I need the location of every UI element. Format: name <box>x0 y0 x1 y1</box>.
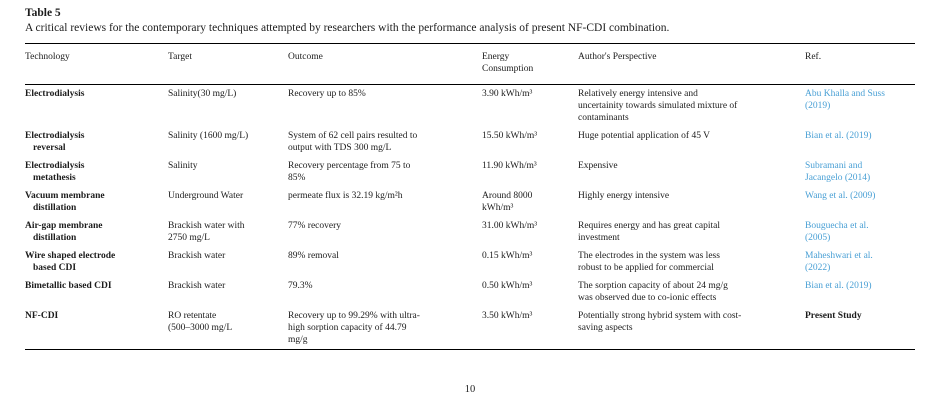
energy-cell: 0.50 kWh/m³ <box>482 281 533 291</box>
col-header-outcome: Outcome <box>288 43 482 85</box>
energy-cell: 31.00 kWh/m³ <box>482 221 538 231</box>
col-header-technology: Technology <box>25 43 168 85</box>
perspective-cell: Huge potential application of 45 V <box>578 131 711 141</box>
citation-link[interactable]: Subramani and Jacangelo (2014) <box>805 161 871 183</box>
outcome-cell: 89% removal <box>288 251 339 261</box>
outcome-cell: permeate flux is 32.19 kg/m²h <box>288 191 403 201</box>
outcome-cell: Recovery percentage from 75 to 85% <box>288 161 411 183</box>
target-cell: RO retentate (500–3000 mg/L <box>168 311 233 333</box>
col-header-target: Target <box>168 43 288 85</box>
target-cell: Salinity (1600 mg/L) <box>168 131 249 141</box>
col-header-authors-perspective: Author's Perspective <box>578 43 805 85</box>
comparison-table: Technology Target Outcome Energy Consump… <box>25 43 915 350</box>
energy-cell: 0.15 kWh/m³ <box>482 251 533 261</box>
perspective-cell: Expensive <box>578 161 618 171</box>
table-row: Electrodialysis metathesis Salinity Reco… <box>25 157 915 187</box>
citation-link[interactable]: Maheshwari et al. (2022) <box>805 251 873 273</box>
target-cell: Brackish water <box>168 281 226 291</box>
ref-present-study: Present Study <box>805 311 862 321</box>
table-row: Wire shaped electrode based CDI Brackish… <box>25 247 915 277</box>
technology-cell: NF-CDI <box>25 311 59 321</box>
energy-cell: 15.50 kWh/m³ <box>482 131 538 141</box>
perspective-cell: Requires energy and has great capital in… <box>578 221 721 243</box>
perspective-cell: The electrodes in the system was less ro… <box>578 251 720 273</box>
perspective-cell: Potentially strong hybrid system with co… <box>578 311 742 333</box>
outcome-cell: 79.3% <box>288 281 313 291</box>
table-caption: A critical reviews for the contemporary … <box>25 22 670 34</box>
citation-link[interactable]: Bian et al. (2019) <box>805 281 872 291</box>
table-row: Vacuum membrane distillation Underground… <box>25 187 915 217</box>
outcome-cell: 77% recovery <box>288 221 342 231</box>
col-header-ref: Ref. <box>805 43 915 85</box>
technology-cell: Electrodialysis metathesis <box>25 161 85 183</box>
technology-cell: Bimetallic based CDI <box>25 281 112 291</box>
target-cell: Brackish water with 2750 mg/L <box>168 221 245 243</box>
col-header-energy-consumption: Energy Consumption <box>482 43 578 85</box>
technology-cell: Electrodialysis reversal <box>25 131 85 153</box>
outcome-cell: Recovery up to 85% <box>288 89 366 99</box>
citation-link[interactable]: Bouguecha et al. (2005) <box>805 221 869 243</box>
technology-cell: Electrodialysis <box>25 89 85 99</box>
table-row: NF-CDI RO retentate (500–3000 mg/L Recov… <box>25 307 915 350</box>
target-cell: Underground Water <box>168 191 244 201</box>
target-cell: Brackish water <box>168 251 226 261</box>
table-row: Electrodialysis Salinity(30 mg/L) Recove… <box>25 85 915 128</box>
target-cell: Salinity <box>168 161 198 171</box>
citation-link[interactable]: Abu Khalla and Suss (2019) <box>805 89 885 111</box>
technology-cell: Vacuum membrane distillation <box>25 191 105 213</box>
target-cell: Salinity(30 mg/L) <box>168 89 237 99</box>
energy-cell: 3.90 kWh/m³ <box>482 89 533 99</box>
table-row: Electrodialysis reversal Salinity (1600 … <box>25 127 915 157</box>
technology-cell: Wire shaped electrode based CDI <box>25 251 116 273</box>
citation-link[interactable]: Wang et al. (2009) <box>805 191 876 201</box>
energy-cell: 3.50 kWh/m³ <box>482 311 533 321</box>
citation-link[interactable]: Bian et al. (2019) <box>805 131 872 141</box>
page-number: 10 <box>464 384 476 395</box>
technology-cell: Air-gap membrane distillation <box>25 221 103 243</box>
perspective-cell: Relatively energy intensive and uncertai… <box>578 89 738 123</box>
energy-cell: Around 8000 kWh/m³ <box>482 191 533 213</box>
perspective-cell: The sorption capacity of about 24 mg/g w… <box>578 281 728 303</box>
energy-cell: 11.90 kWh/m³ <box>482 161 537 171</box>
perspective-cell: Highly energy intensive <box>578 191 670 201</box>
outcome-cell: Recovery up to 99.29% with ultra- high s… <box>288 311 420 345</box>
header-row: Technology Target Outcome Energy Consump… <box>25 43 915 85</box>
table-title: Table 5 <box>25 7 61 19</box>
table-row: Bimetallic based CDI Brackish water 79.3… <box>25 277 915 307</box>
outcome-cell: System of 62 cell pairs resulted to outp… <box>288 131 418 153</box>
table-row: Air-gap membrane distillation Brackish w… <box>25 217 915 247</box>
